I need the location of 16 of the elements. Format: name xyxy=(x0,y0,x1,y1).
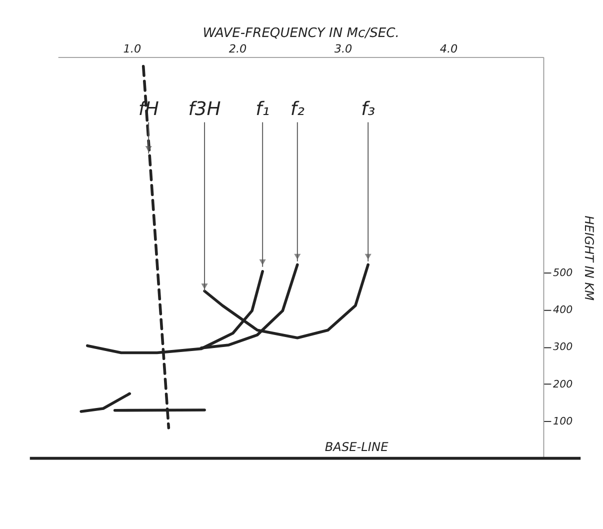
y-axis-title: HEIGHT IN KM xyxy=(582,216,596,302)
y-tick-label: 100 xyxy=(553,415,573,428)
x-tick-label: 4.0 xyxy=(440,42,458,56)
x-tick-label: 2.0 xyxy=(228,42,247,56)
annotation: f₃ xyxy=(361,98,376,120)
y-tick-label: 200 xyxy=(553,378,573,390)
annotation: f3H xyxy=(188,98,221,120)
ref-line-label: BASE-LINE xyxy=(324,440,389,454)
x-axis-title: WAVE-FREQUENCY IN Mc/SEC. xyxy=(202,26,400,41)
y-tick-label: 400 xyxy=(553,304,573,316)
x-tick-label: 1.0 xyxy=(123,42,142,56)
y-tick-label: 500 xyxy=(553,266,573,279)
annotation: f₂ xyxy=(290,98,305,120)
x-tick-label: 3.0 xyxy=(334,42,352,56)
y-tick-label: 300 xyxy=(553,341,573,354)
annotation: f₁ xyxy=(256,98,270,120)
